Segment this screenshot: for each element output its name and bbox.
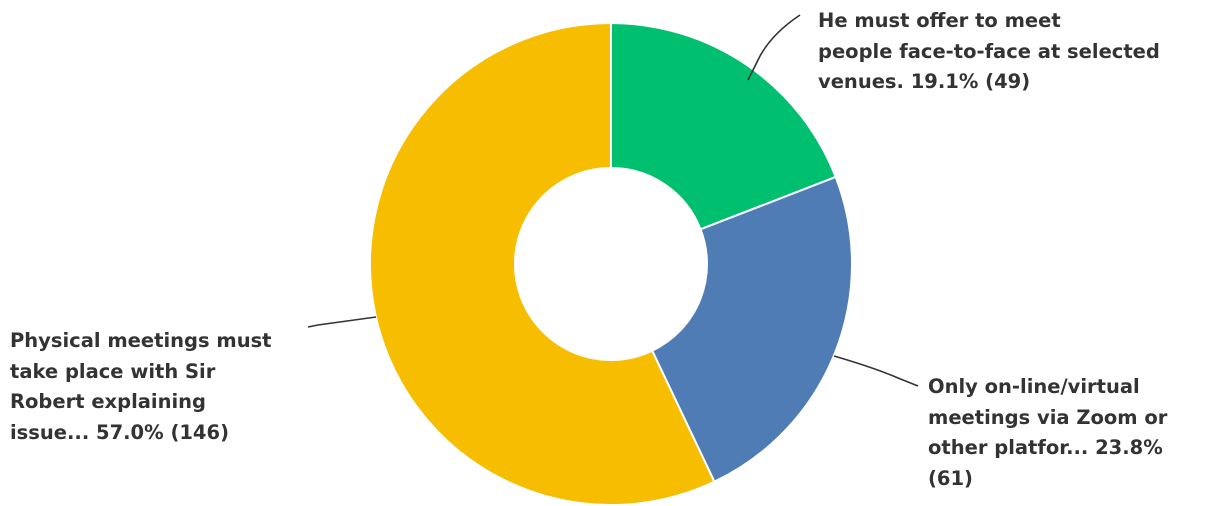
slice-label-physical: Physical meetings must take place with S…	[10, 329, 272, 444]
slice-face-to-face	[610, 21, 838, 231]
slice-label-online: Only on-line/virtual meetings via Zoom o…	[928, 375, 1168, 490]
slice-label-face-to-face: He must offer to meet people face-to-fac…	[818, 9, 1160, 93]
leader-line-face-to-face	[747, 14, 801, 81]
slice-physical	[369, 21, 716, 506]
leader-line-online	[833, 355, 919, 387]
slice-online	[650, 175, 853, 484]
leader-line-physical	[307, 316, 377, 328]
